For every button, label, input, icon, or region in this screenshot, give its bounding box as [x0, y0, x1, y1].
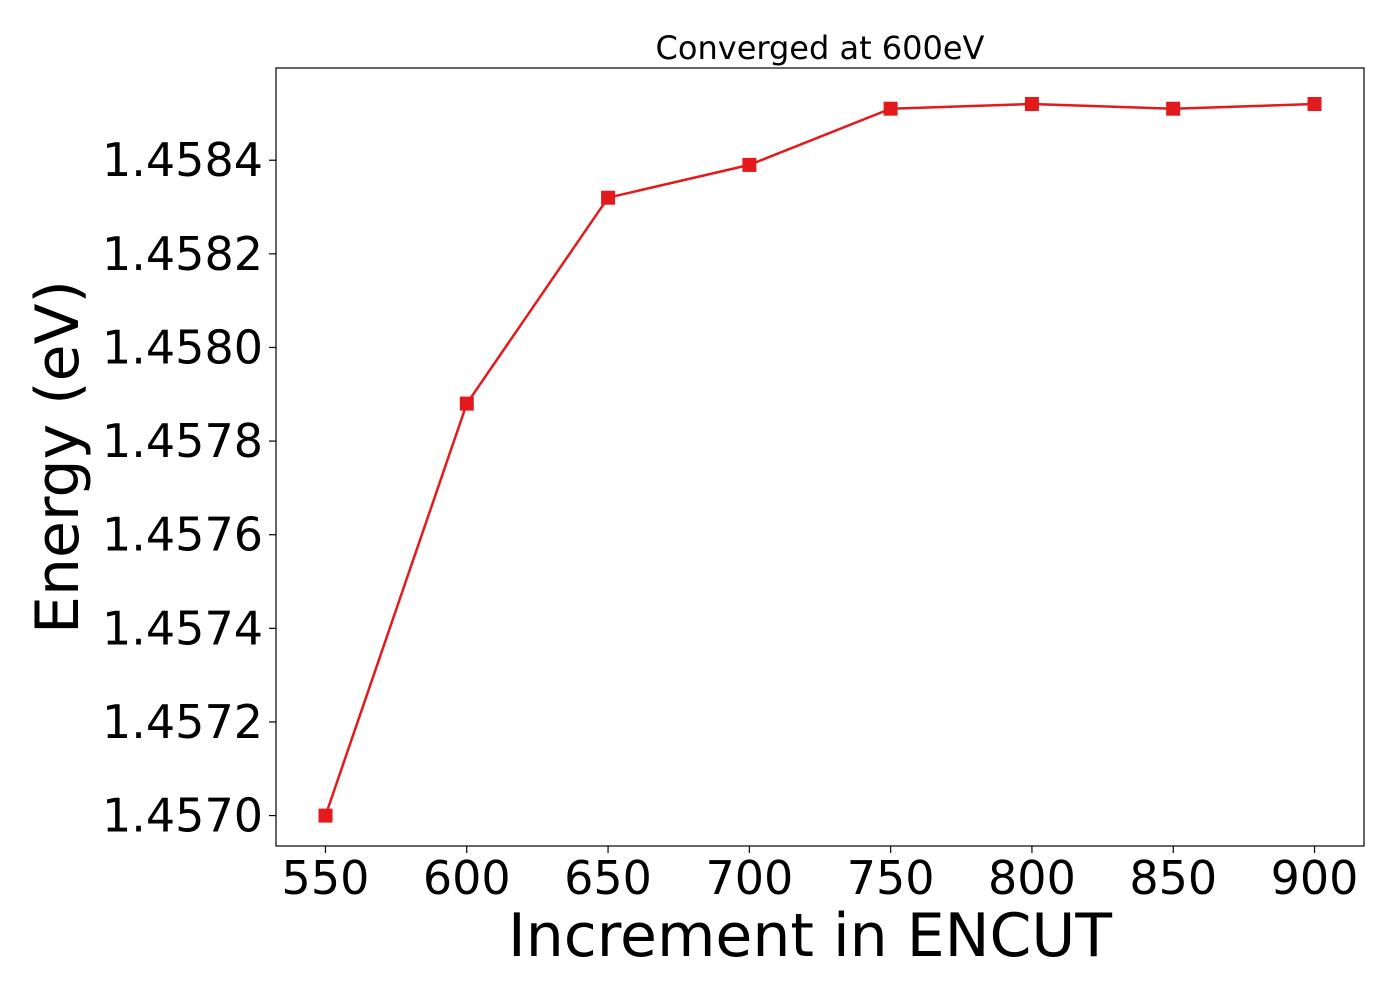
- data-point-850: [1166, 101, 1181, 116]
- data-point-700: [742, 157, 757, 172]
- y-axis-ticks: 1.4570 1.4572 1.4574 1.4576 1.4578 1.4580 1.45…: [102, 133, 276, 843]
- y-tick-label: 1.4580: [102, 320, 263, 374]
- x-tick-label: 700: [705, 851, 793, 905]
- x-tick-label: 550: [282, 851, 370, 905]
- x-tick-label: 800: [988, 851, 1076, 905]
- energy-series-line: [324, 102, 1316, 817]
- data-point-750: [883, 101, 898, 116]
- x-axis-ticks: 550 600 650 700 750 800 850 900: [282, 846, 1359, 905]
- data-point-900: [1307, 97, 1322, 111]
- data-point-550: [318, 808, 333, 823]
- y-tick-label: 1.4576: [102, 508, 263, 562]
- y-axis-label: Energy (eV): [23, 280, 93, 634]
- energy-data-points: [318, 97, 1322, 823]
- y-tick-label: 1.4570: [102, 789, 263, 843]
- y-tick-label: 1.4584: [102, 133, 263, 187]
- y-tick-label: 1.4572: [102, 695, 263, 749]
- chart-title: Converged at 600eV: [656, 29, 985, 67]
- x-tick-label: 850: [1129, 851, 1217, 905]
- y-tick-label: 1.4574: [102, 601, 263, 655]
- y-tick-label: 1.4582: [102, 227, 263, 281]
- data-point-650: [601, 190, 616, 205]
- x-tick-label: 900: [1271, 851, 1359, 905]
- data-point-800: [1024, 97, 1039, 111]
- x-tick-label: 750: [847, 851, 935, 905]
- x-tick-label: 600: [423, 851, 511, 905]
- x-tick-label: 650: [564, 851, 652, 905]
- plot-frame: [275, 67, 1365, 847]
- data-point-600: [459, 396, 474, 411]
- x-axis-label: Increment in ENCUT: [508, 901, 1112, 971]
- y-tick-label: 1.4578: [102, 414, 263, 468]
